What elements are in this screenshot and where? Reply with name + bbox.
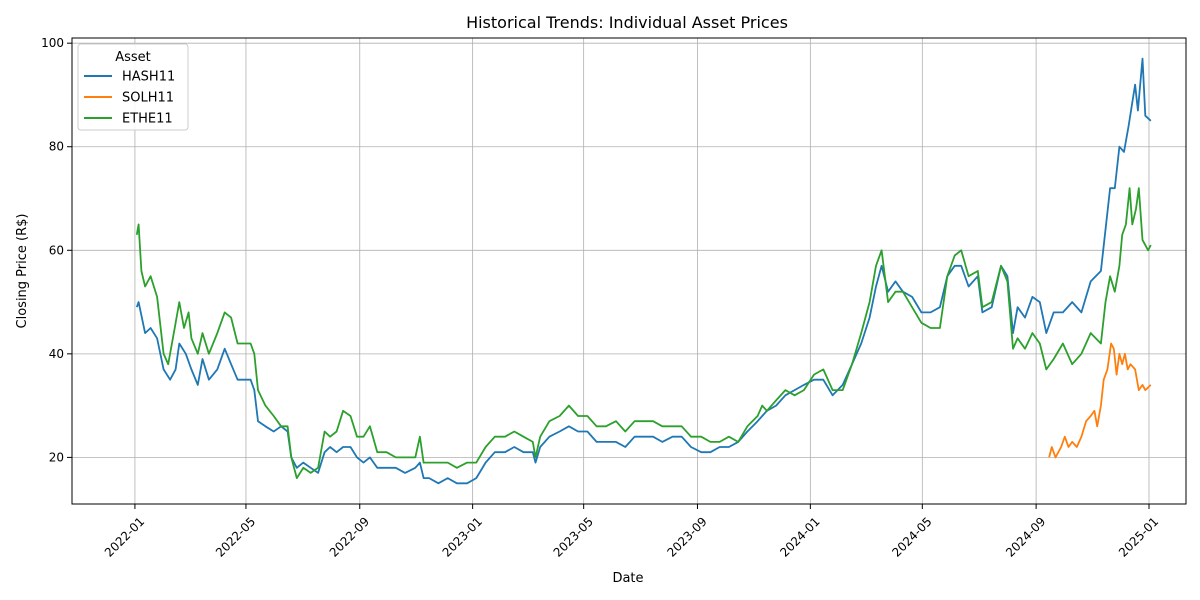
y-tick-label: 20 (49, 450, 64, 464)
x-axis-label: Date (612, 571, 643, 586)
y-tick-label: 40 (49, 347, 64, 361)
y-tick-label: 100 (41, 36, 64, 50)
legend-label-ethe11: ETHE11 (122, 112, 173, 127)
y-tick-label: 60 (49, 243, 64, 257)
chart-title: Historical Trends: Individual Asset Pric… (466, 13, 788, 32)
legend-box (77, 43, 189, 131)
series-layer (135, 57, 1152, 485)
plot-frame (71, 37, 1187, 505)
legend-title: Asset (115, 50, 151, 65)
grid (72, 38, 1186, 504)
legend: Asset HASH11 SOLH11 ETHE11 (77, 43, 189, 131)
y-tick-label: 80 (49, 140, 64, 154)
series-line-ethe11 (135, 187, 1152, 480)
series-line-solh11 (1048, 342, 1152, 459)
legend-label-hash11: HASH11 (122, 70, 175, 85)
y-axis-label: Closing Price (R$) (15, 214, 30, 329)
legend-label-solh11: SOLH11 (122, 91, 174, 106)
